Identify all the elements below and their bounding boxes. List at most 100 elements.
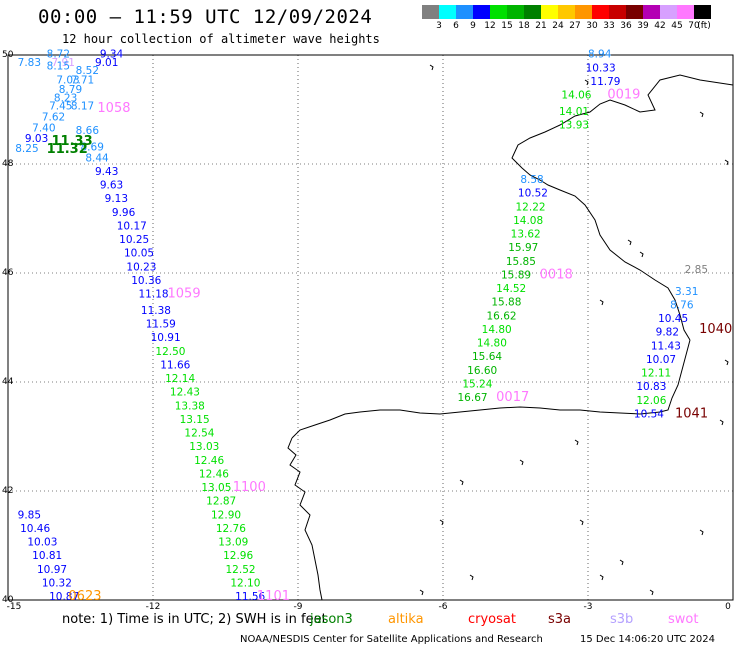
- inland-water: [649, 589, 654, 596]
- wave-height-label: 16.60: [467, 365, 497, 377]
- legend-swatch: [575, 5, 592, 19]
- pass-time-label: 0017: [496, 390, 529, 405]
- wave-height-label: 9.82: [656, 327, 679, 339]
- inland-water: [584, 79, 589, 86]
- inland-water: [439, 519, 444, 526]
- wave-height-label: 10.25: [119, 234, 149, 246]
- wave-height-label: 11.33: [52, 134, 93, 149]
- wave-height-label: 10.87: [49, 591, 79, 603]
- wave-height-label: 11.32: [47, 142, 88, 157]
- coast-segment: [291, 406, 661, 439]
- wave-height-label: 8.94: [588, 49, 612, 61]
- wave-height-label: 8.15: [47, 61, 70, 73]
- wave-height-label: 12.96: [223, 550, 253, 562]
- wave-height-label: 10.17: [117, 220, 147, 232]
- wave-height-label: 7.91: [52, 57, 75, 69]
- wave-height-label: 9.85: [18, 509, 41, 521]
- legend-swatch: [524, 5, 541, 19]
- wave-height-label: 8.17: [71, 101, 94, 113]
- wave-height-label: 12.06: [636, 395, 666, 407]
- wave-height-label: 10.83: [636, 381, 666, 393]
- page-subtitle: 12 hour collection of altimeter wave hei…: [62, 32, 380, 46]
- credit-text: NOAA/NESDIS Center for Satellite Applica…: [240, 634, 543, 645]
- wave-height-label: 14.01: [559, 106, 589, 118]
- wave-height-label: 7.45: [49, 101, 72, 113]
- legend-swatch: [507, 5, 524, 19]
- wave-height-label: 10.52: [518, 188, 548, 200]
- wave-height-label: 15.24: [462, 378, 492, 390]
- wave-height-label: 7.71: [71, 74, 94, 86]
- pass-time-label: 1041: [675, 406, 708, 421]
- legend-swatch: [473, 5, 490, 19]
- wave-height-label: 11.59: [146, 319, 176, 331]
- longitude-label: 0: [725, 602, 731, 612]
- satellite-name: altika: [388, 612, 424, 627]
- wave-height-label: 12.90: [211, 509, 241, 521]
- footer-note: note: 1) Time is in UTC; 2) SWH is in fe…: [62, 612, 327, 627]
- wave-height-label: 13.09: [218, 537, 248, 549]
- wave-height-label: 12.87: [206, 496, 236, 508]
- wave-height-label: 10.07: [646, 354, 676, 366]
- legend-label: 30: [586, 21, 598, 31]
- legend-label: 45: [671, 21, 683, 31]
- legend-label: 15: [501, 21, 513, 31]
- wave-height-label: 3.31: [675, 286, 698, 298]
- legend-label: (ft): [697, 21, 711, 31]
- legend-label: 42: [654, 21, 666, 31]
- pass-time-label: 1101: [257, 589, 290, 604]
- legend-swatch: [422, 5, 439, 19]
- wave-height-label: 12.46: [199, 468, 229, 480]
- legend-swatch: [660, 5, 677, 19]
- page-title: 00:00 – 11:59 UTC 12/09/2024: [38, 6, 373, 28]
- wave-height-label: 7.83: [18, 57, 41, 69]
- wave-height-label: 8.44: [85, 152, 109, 164]
- legend-swatch: [643, 5, 660, 19]
- satellite-name: s3a: [548, 612, 572, 627]
- latitude-label: 40: [2, 595, 14, 605]
- legend-swatch: [609, 5, 626, 19]
- pass-time-label: 1100: [233, 480, 266, 495]
- wave-height-label: 12.10: [230, 577, 260, 589]
- wave-height-label: 13.38: [175, 400, 205, 412]
- longitude-label: -12: [145, 602, 161, 612]
- inland-water: [719, 419, 724, 426]
- wave-height-label: 12.11: [641, 368, 671, 380]
- wave-height-label: 14.52: [496, 283, 526, 295]
- legend-label: 6: [453, 21, 459, 31]
- coast-segment: [287, 437, 323, 601]
- color-legend: [422, 5, 711, 19]
- wave-height-label: 14.80: [477, 338, 507, 350]
- wave-height-label: 10.32: [42, 577, 72, 589]
- wave-height-label: 8.25: [15, 143, 38, 155]
- wave-height-label: 12.52: [226, 564, 256, 576]
- wave-height-label: 9.43: [95, 166, 118, 178]
- legend-swatch: [558, 5, 575, 19]
- wave-height-label: 10.05: [124, 248, 154, 260]
- wave-height-label: 15.97: [508, 242, 538, 254]
- wave-height-label: 8.69: [81, 141, 104, 153]
- wave-height-label: 10.91: [151, 332, 181, 344]
- legend-swatch: [456, 5, 473, 19]
- wave-height-label: 11.38: [141, 305, 171, 317]
- inland-water: [699, 111, 704, 118]
- note-text: note: 1) Time is in UTC; 2) SWH is in fe…: [62, 612, 327, 627]
- satellite-name: swot: [668, 612, 699, 627]
- legend-label: 70: [688, 21, 700, 31]
- wave-height-label: 8.23: [54, 92, 77, 104]
- wave-height-label: 10.97: [37, 564, 67, 576]
- wave-height-label: 7.40: [32, 122, 55, 134]
- timestamp-text: 15 Dec 14:06:20 UTC 2024: [580, 634, 715, 645]
- wave-height-label: 8.66: [76, 125, 100, 137]
- wave-height-label: 13.62: [511, 229, 541, 241]
- wave-height-label: 16.67: [458, 392, 488, 404]
- wave-height-label: 10.54: [634, 408, 664, 420]
- legend-swatch: [592, 5, 609, 19]
- longitude-label: -15: [6, 602, 22, 612]
- inland-water: [619, 559, 624, 566]
- wave-height-label: 15.64: [472, 351, 502, 363]
- wave-height-label: 8.58: [520, 174, 543, 186]
- wave-height-label: 12.22: [516, 201, 546, 213]
- legend-label: 21: [535, 21, 547, 31]
- latitude-label: 48: [2, 159, 14, 169]
- pass-time-label: 0019: [607, 88, 640, 103]
